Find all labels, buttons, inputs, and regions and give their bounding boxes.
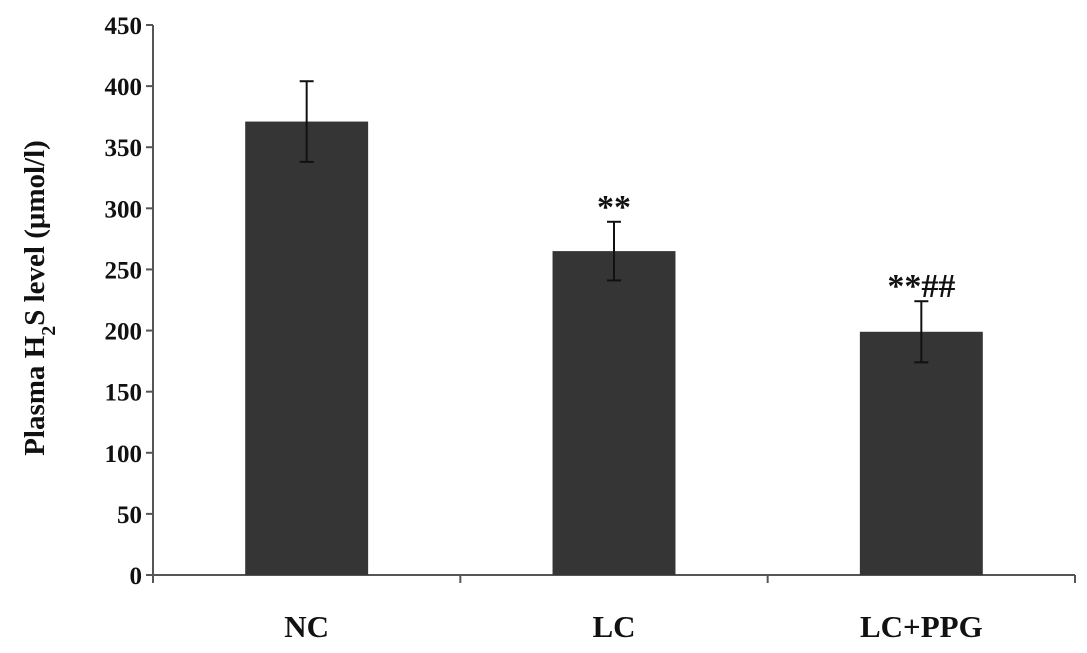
category-label: LC: [592, 609, 635, 644]
y-axis: 0 50 100 150 200 250 300 350 400 450: [105, 13, 154, 590]
y-axis-label-subscript: 2: [38, 326, 60, 336]
y-axis-label-prefix: Plasma H: [19, 335, 51, 455]
y-tick-label: 150: [105, 380, 143, 407]
significance-label: **: [597, 189, 631, 226]
bar-lc: [552, 251, 676, 575]
y-tick-label: 450: [105, 13, 143, 40]
y-tick-label: 0: [130, 563, 143, 590]
y-tick-label: 400: [105, 74, 143, 101]
y-tick-label: 50: [117, 502, 142, 529]
category-label: NC: [284, 609, 329, 644]
y-tick-label: 200: [105, 319, 143, 346]
x-axis: [152, 574, 1076, 583]
category-label: LC+PPG: [860, 609, 983, 644]
y-tick-label: 300: [105, 196, 143, 223]
y-tick-label: 350: [105, 135, 143, 162]
y-tick-label: 100: [105, 441, 143, 468]
bar-lc-ppg: [859, 331, 983, 575]
category-labels: NC LC LC+PPG: [284, 609, 982, 644]
y-axis-label-suffix: S level (μmol/l): [19, 140, 51, 326]
significance-label: **##: [887, 268, 955, 305]
y-tick-label: 250: [105, 257, 143, 284]
bar-nc: [245, 121, 369, 576]
y-axis-label: Plasma H2S level (μmol/l): [19, 140, 60, 456]
bars: ** **##: [245, 80, 983, 576]
